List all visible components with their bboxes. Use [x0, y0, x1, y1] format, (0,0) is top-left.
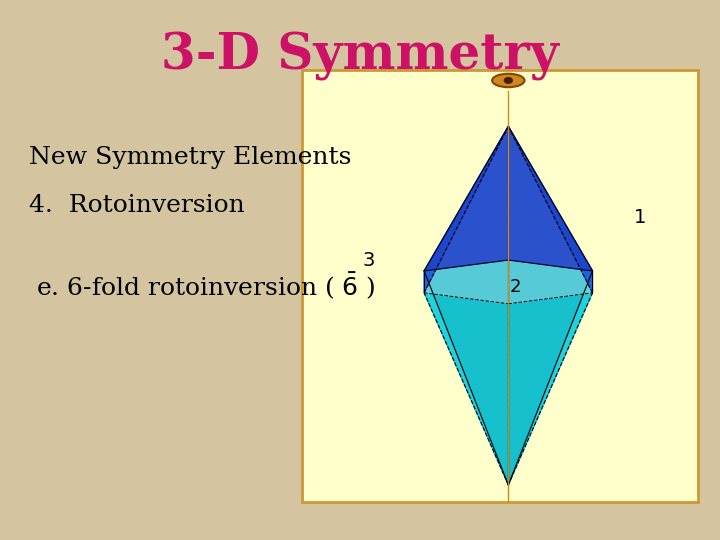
Ellipse shape: [504, 77, 513, 84]
Text: 3-D Symmetry: 3-D Symmetry: [161, 32, 559, 82]
Polygon shape: [424, 126, 508, 271]
Text: New Symmetry Elements: New Symmetry Elements: [29, 146, 351, 169]
Polygon shape: [424, 126, 508, 303]
Polygon shape: [508, 271, 593, 485]
Text: 4.  Rotoinversion: 4. Rotoinversion: [29, 194, 245, 218]
Polygon shape: [508, 126, 593, 271]
Text: 3: 3: [363, 251, 375, 270]
Text: 1: 1: [634, 207, 647, 227]
Polygon shape: [508, 293, 593, 485]
Polygon shape: [508, 260, 593, 485]
Polygon shape: [424, 126, 508, 293]
Text: 2: 2: [510, 278, 521, 296]
Polygon shape: [424, 293, 508, 485]
Polygon shape: [424, 271, 508, 485]
Polygon shape: [508, 126, 593, 303]
Polygon shape: [508, 126, 593, 293]
Polygon shape: [424, 260, 508, 485]
FancyBboxPatch shape: [302, 70, 698, 502]
Text: e. 6-fold rotoinversion ( $\bar{6}$ ): e. 6-fold rotoinversion ( $\bar{6}$ ): [36, 270, 376, 301]
Ellipse shape: [492, 74, 524, 87]
